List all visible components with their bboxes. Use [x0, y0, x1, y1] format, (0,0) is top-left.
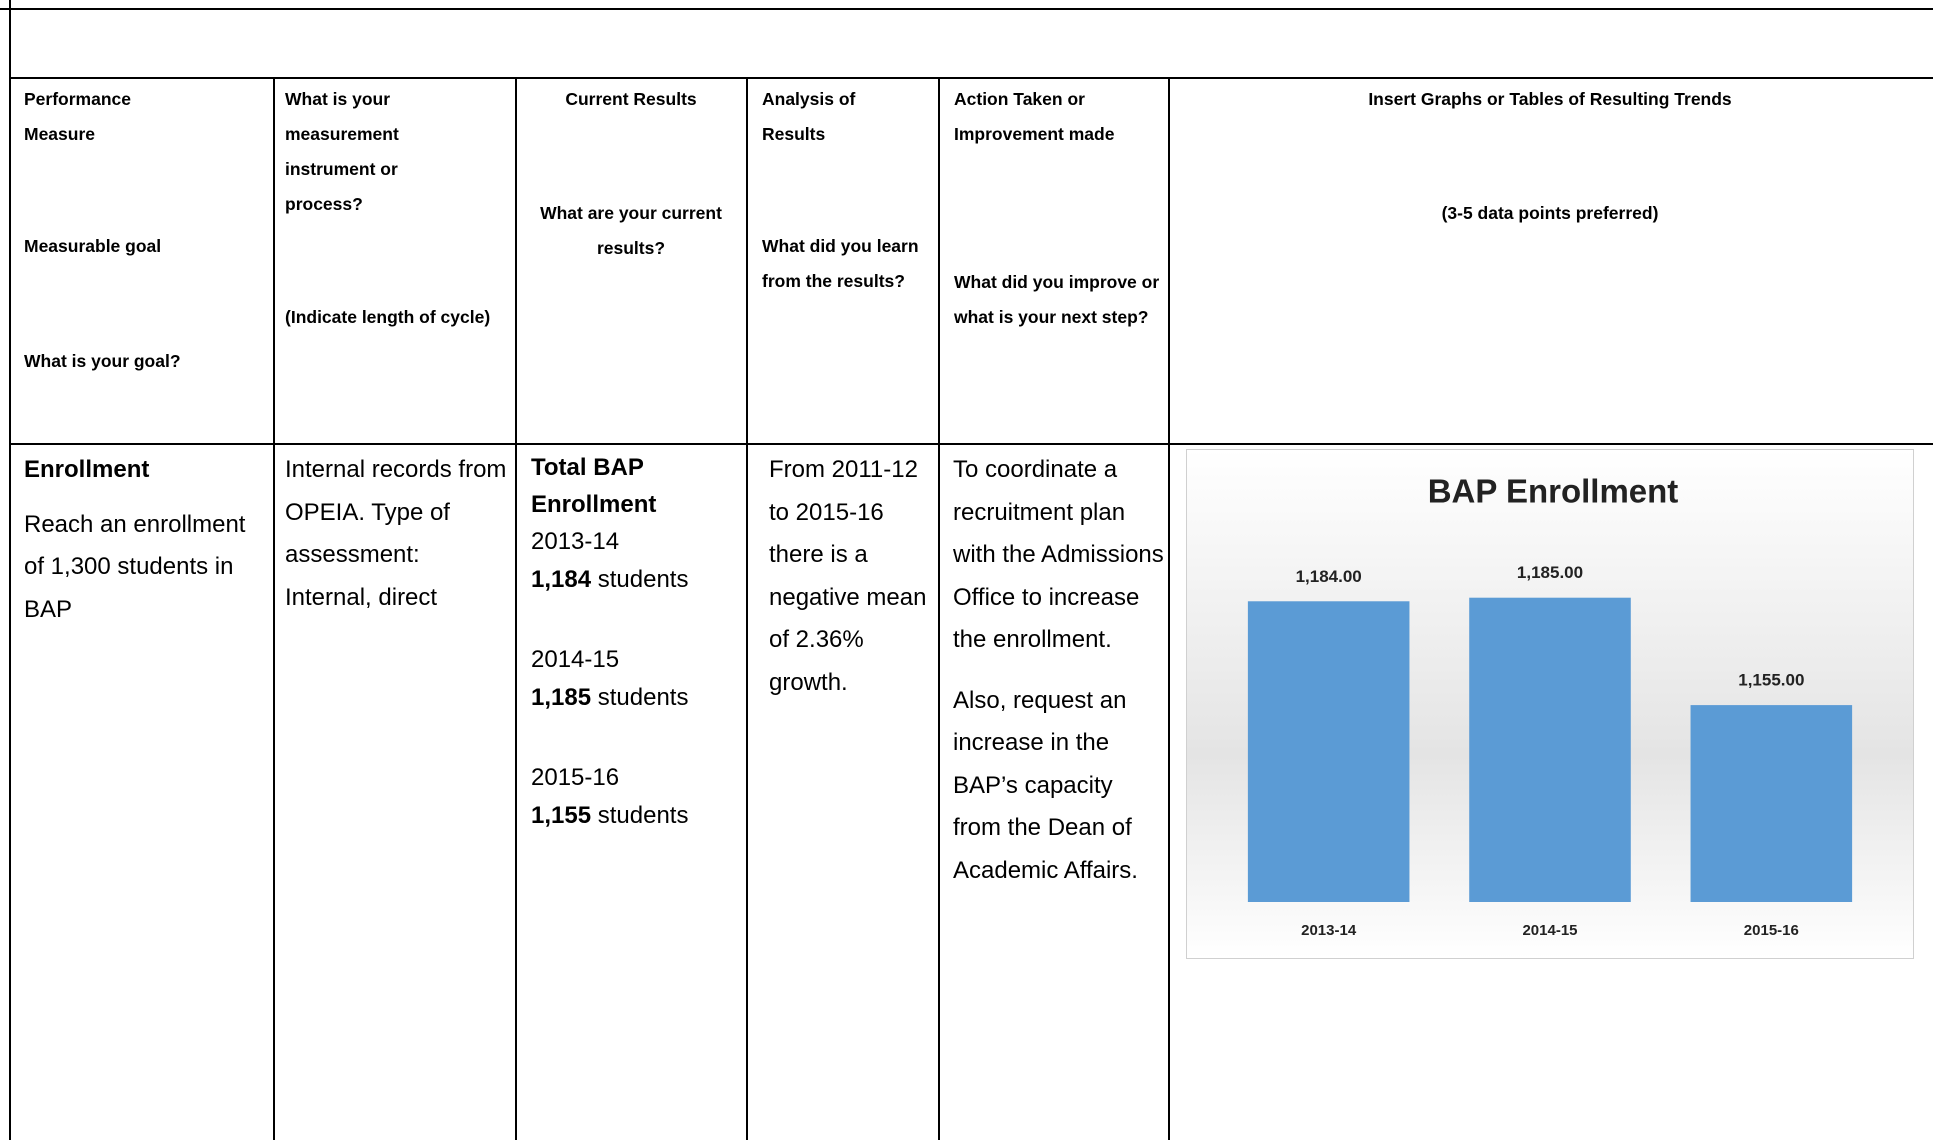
- cell: To coordinate a recruitment plan with th…: [953, 449, 1165, 892]
- border: [9, 443, 1933, 445]
- chart: BAP Enrollment 2013-14 1,184.00 2014-15 1,1…: [1186, 449, 1914, 959]
- unit: students: [597, 684, 689, 711]
- cell-title: Enrollment: [24, 456, 150, 483]
- x-tick-label: 2013-14: [1301, 922, 1357, 939]
- cell: Enrollment Reach an enrollment of 1,300 …: [24, 449, 264, 631]
- count: 1,185: [531, 684, 592, 711]
- header-text: Measurable goal: [24, 236, 162, 256]
- year: 2015-16: [531, 764, 620, 791]
- header-text: What are your current results?: [540, 203, 722, 258]
- header-text: What did you improve or what is your nex…: [954, 272, 1160, 327]
- header-text: Analysis of Results: [762, 89, 856, 144]
- header-text: Insert Graphs or Tables of Resulting Tre…: [1368, 89, 1732, 109]
- header-text: What is your measurement instrument or p…: [285, 89, 399, 214]
- cell: Total BAP Enrollment 2013-14 1,184 studen…: [531, 449, 743, 835]
- cell-text: To coordinate a recruitment plan with th…: [953, 456, 1164, 653]
- header-text: What did you learn from the results?: [762, 236, 919, 291]
- cell-text: From 2011-12 to 2015-16 there is a negat…: [769, 456, 927, 696]
- entry: 2015-16 1,155 students: [531, 759, 743, 835]
- border: [9, 0, 11, 1140]
- year: 2013-14: [531, 528, 620, 555]
- header-text: Performance Measure: [24, 89, 131, 144]
- border: [515, 77, 517, 1140]
- header-text: What is your goal?: [24, 351, 181, 371]
- border: [273, 77, 275, 1140]
- count: 1,184: [531, 566, 592, 593]
- bar: [1247, 601, 1410, 902]
- year: 2014-15: [531, 646, 620, 673]
- border: [746, 77, 748, 1140]
- border: [1168, 77, 1170, 1140]
- header-text: (Indicate length of cycle): [285, 307, 491, 327]
- count-line: 1,155 students: [531, 797, 743, 835]
- chart-title: BAP Enrollment: [1428, 473, 1679, 510]
- count-line: 1,184 students: [531, 561, 743, 599]
- bar: [1690, 705, 1853, 902]
- entry: 2013-14 1,184 students: [531, 523, 743, 599]
- x-tick-label: 2015-16: [1744, 922, 1799, 939]
- x-tick-label: 2014-15: [1522, 922, 1577, 939]
- border: [0, 8, 1933, 10]
- unit: students: [597, 802, 689, 829]
- header-text: Action Taken or Improvement made: [954, 89, 1115, 144]
- cell-text: Also, request an increase in the BAP’s c…: [953, 686, 1138, 884]
- border: [938, 77, 940, 1140]
- unit: students: [597, 566, 689, 593]
- count: 1,155: [531, 802, 592, 829]
- header-text: Current Results: [565, 89, 697, 109]
- data-label: 1,185.00: [1517, 563, 1583, 582]
- cell-heading: Total BAP Enrollment: [531, 454, 657, 518]
- count-line: 1,185 students: [531, 679, 743, 717]
- bar: [1469, 597, 1631, 902]
- entry: 2014-15 1,185 students: [531, 641, 743, 717]
- cell-text: Internal records from OPEIA. Type of ass…: [285, 456, 507, 611]
- header-text: (3-5 data points preferred): [1441, 203, 1659, 223]
- data-label: 1,184.00: [1296, 567, 1362, 586]
- border: [9, 77, 1933, 79]
- cell-text: Reach an enrollment of 1,300 students in…: [24, 510, 246, 623]
- data-label: 1,155.00: [1738, 671, 1804, 690]
